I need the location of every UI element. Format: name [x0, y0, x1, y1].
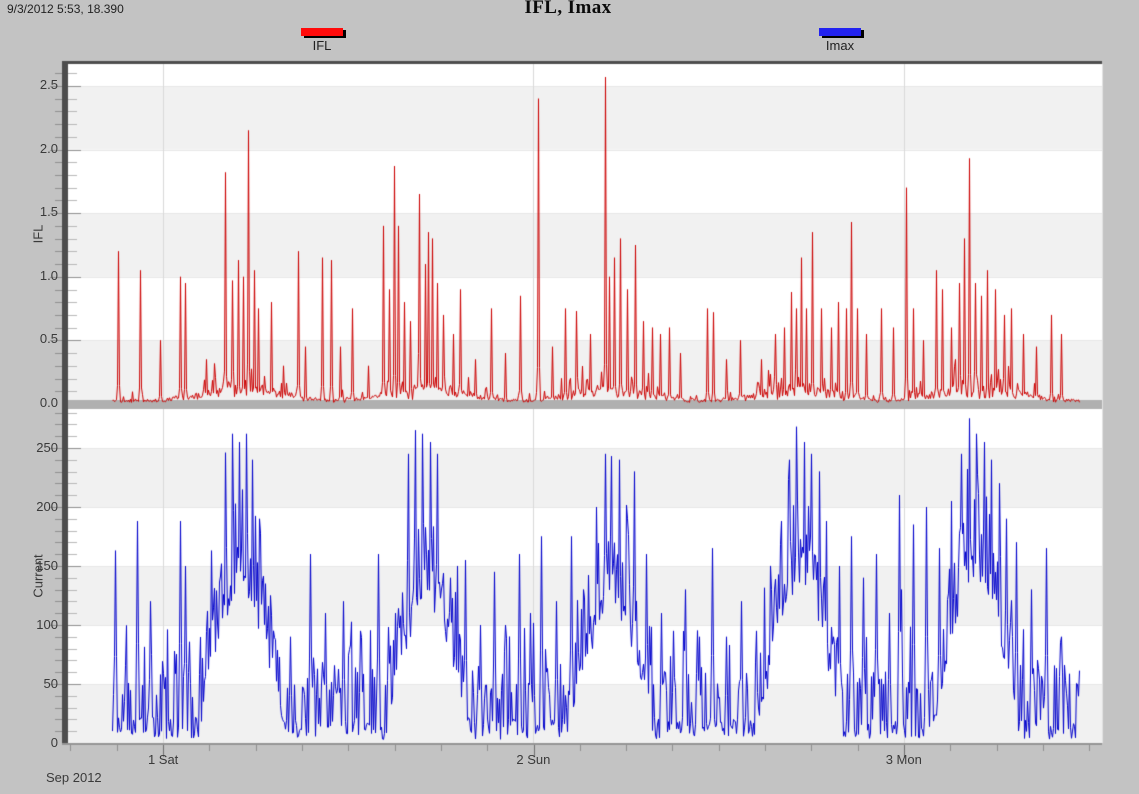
cursor-readout: 9/3/2012 5:53, 18.390: [7, 2, 124, 16]
chart-title: IFL, Imax: [524, 0, 612, 18]
x-day-label: 2 Sun: [516, 752, 551, 767]
ifl-ytick-label: 1.5: [39, 204, 58, 220]
ifl-ytick-label: 2.0: [39, 140, 58, 156]
x-day-label: 1 Sat: [147, 752, 179, 767]
current-ytick-label: 50: [43, 676, 58, 691]
ifl-ytick-label: 1.0: [39, 267, 58, 283]
ifl-ytick-label: 0.5: [39, 331, 58, 347]
current-ytick-label: 0: [50, 735, 58, 750]
ifl-ytick-label: 2.5: [39, 77, 58, 92]
ifl-legend-label: IFL: [312, 38, 332, 53]
x-day-label: 3 Mon: [885, 752, 922, 767]
legend-item-ifl[interactable]: IFL: [298, 28, 346, 52]
current-ytick-label: 150: [36, 558, 58, 573]
y-axis-title-ifl: IFL: [30, 224, 46, 244]
legend-item-imax[interactable]: Imax: [816, 28, 864, 52]
current-ytick-label: 250: [36, 440, 58, 455]
x-axis-month-label: Sep 2012: [46, 770, 102, 785]
current-ytick-label: 100: [36, 617, 58, 632]
current-ytick-label: 200: [36, 499, 58, 514]
imax-legend-label: Imax: [825, 38, 855, 53]
ifl-ytick-label: 0.0: [39, 395, 58, 410]
imax-series-swatch-icon: [819, 28, 861, 36]
ifl-series-swatch-icon: [301, 28, 343, 36]
